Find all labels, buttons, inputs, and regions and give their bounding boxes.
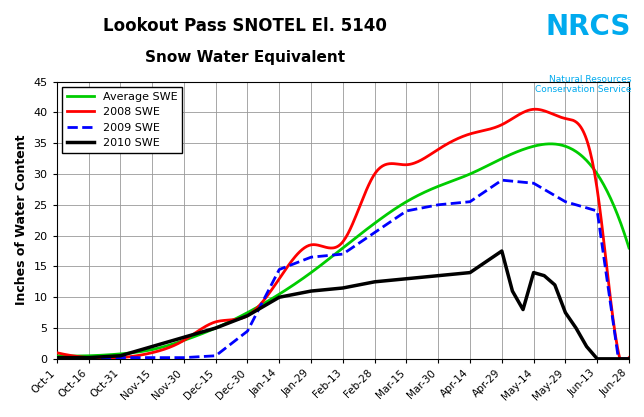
Text: NRCS: NRCS	[545, 13, 631, 40]
Text: Natural Resources
Conservation Service: Natural Resources Conservation Service	[535, 75, 631, 95]
Text: Snow Water Equivalent: Snow Water Equivalent	[145, 50, 345, 65]
Text: Lookout Pass SNOTEL El. 5140: Lookout Pass SNOTEL El. 5140	[103, 17, 386, 35]
Y-axis label: Inches of Water Content: Inches of Water Content	[15, 135, 28, 305]
Legend: Average SWE, 2008 SWE, 2009 SWE, 2010 SWE: Average SWE, 2008 SWE, 2009 SWE, 2010 SW…	[62, 87, 182, 153]
